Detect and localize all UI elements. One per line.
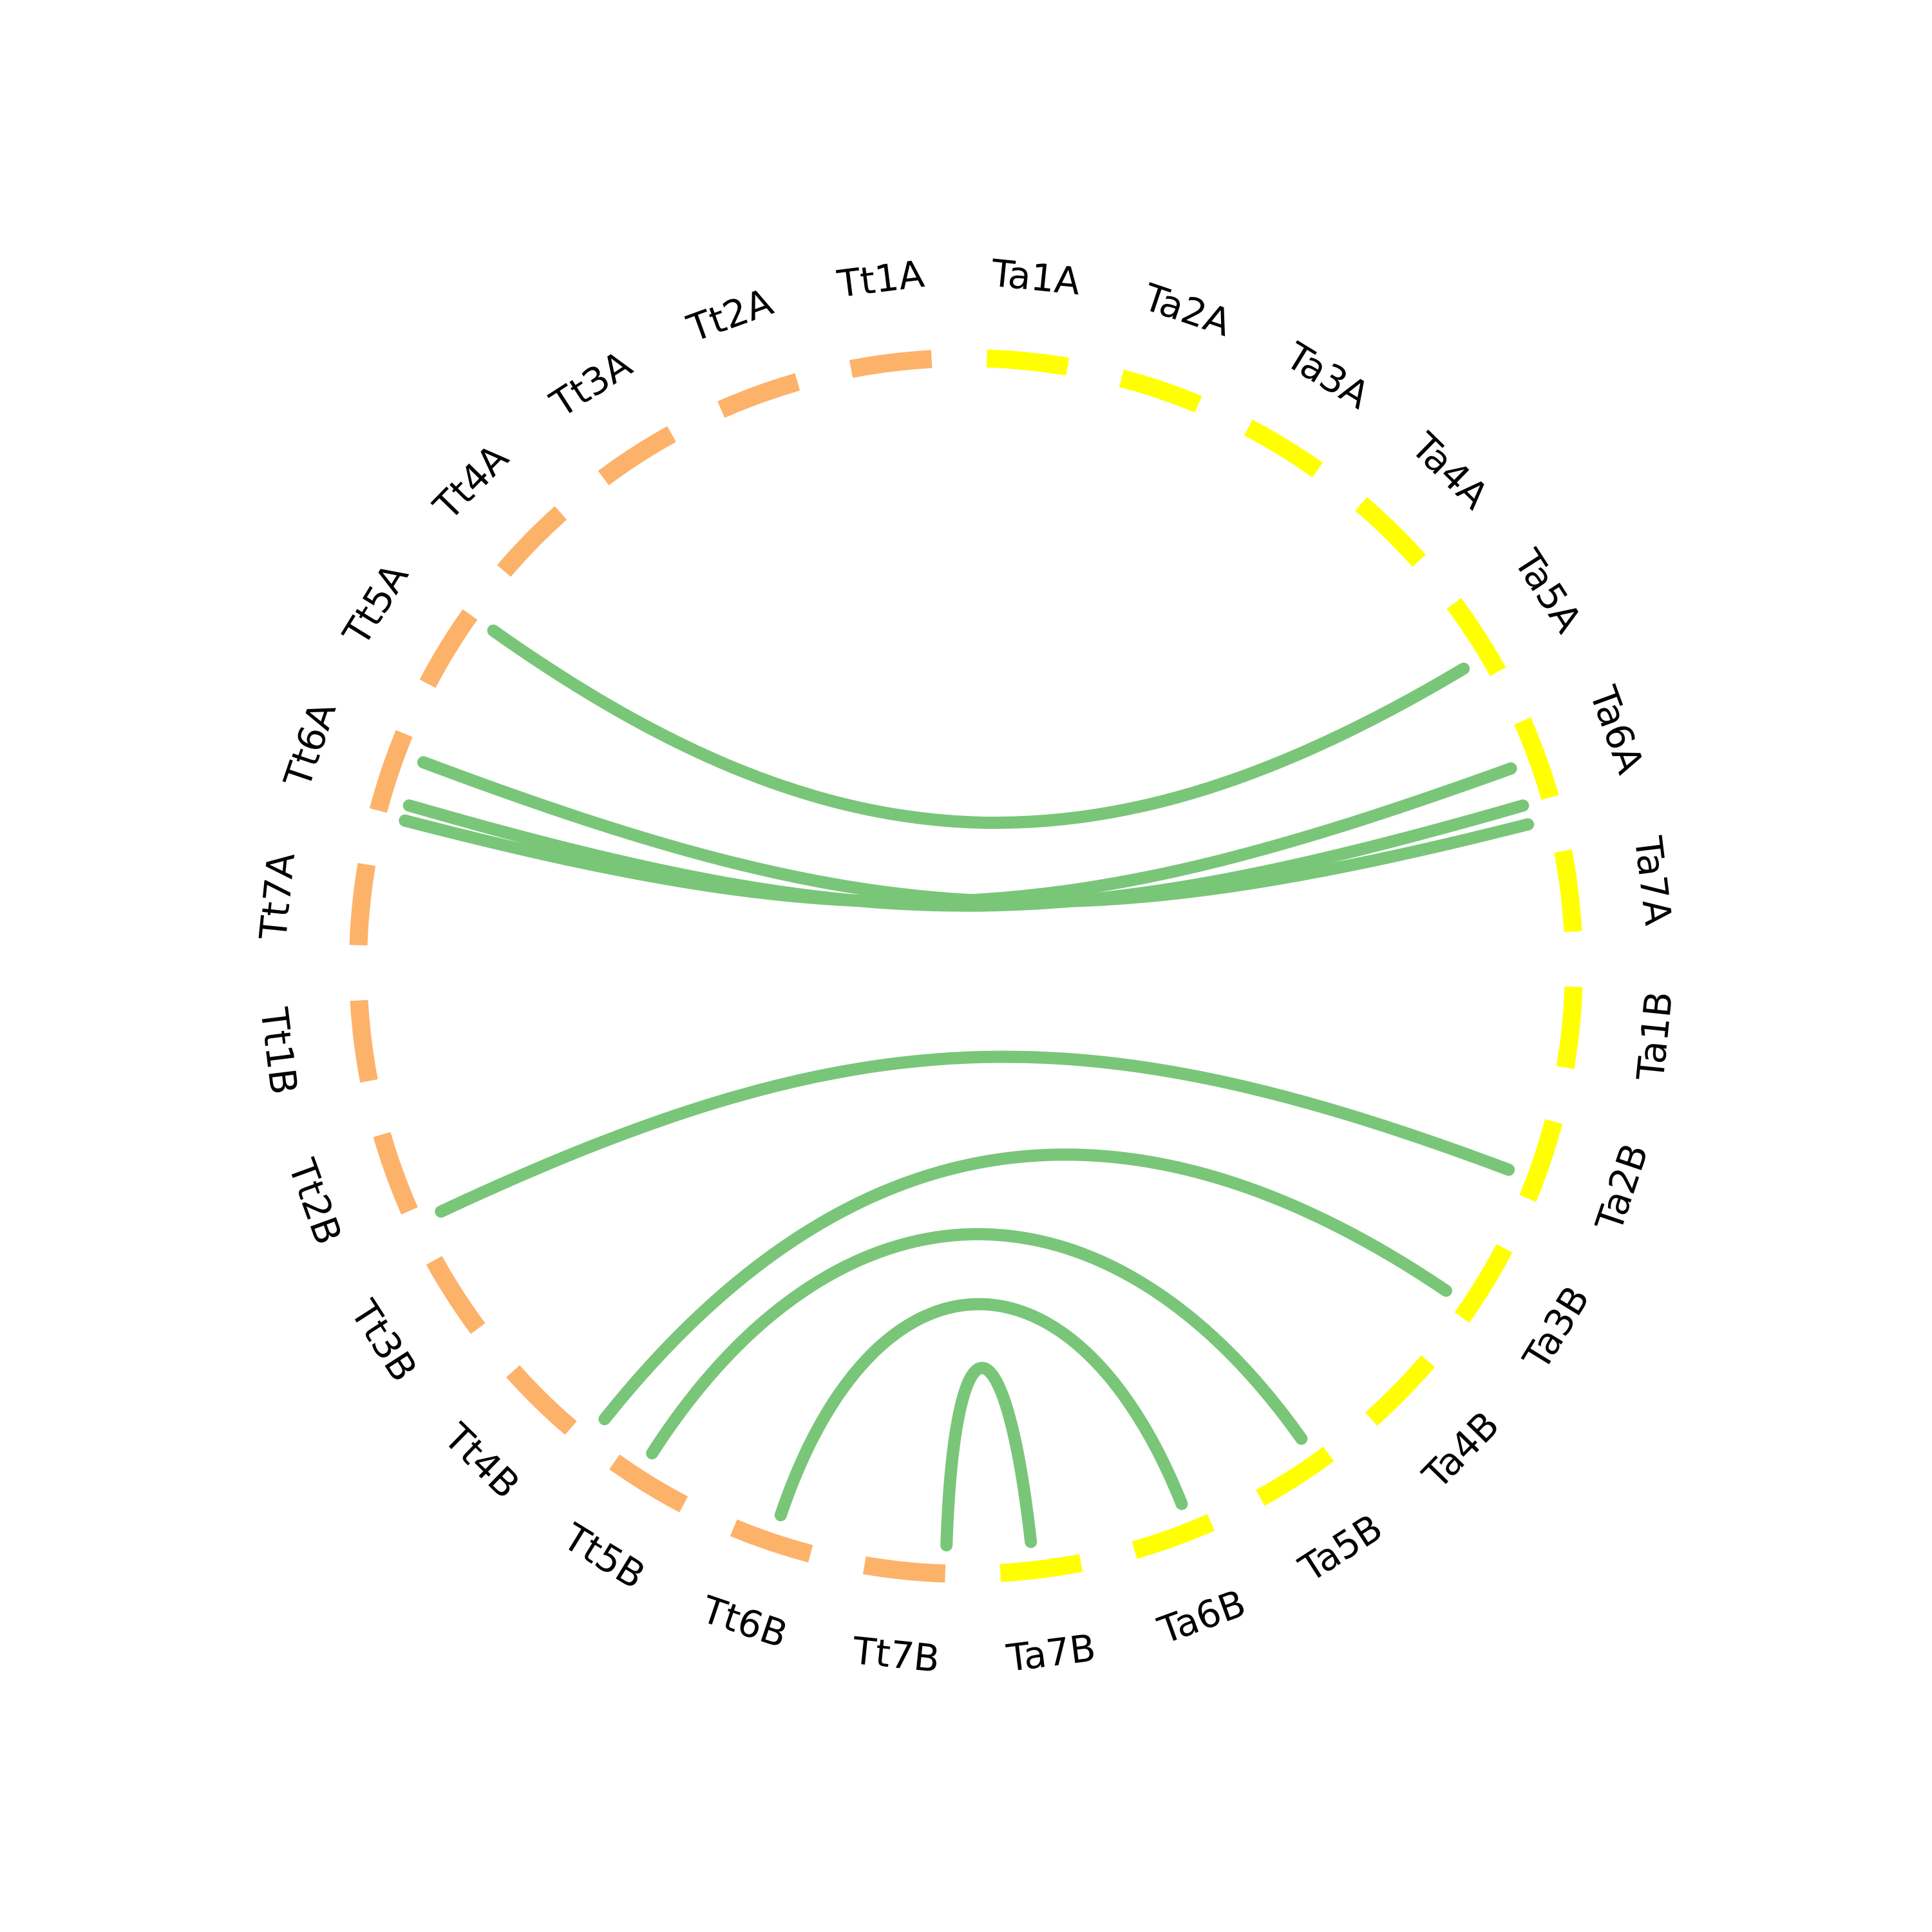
segment-ta7b <box>999 1554 1083 1582</box>
label-tt1a: Tt1A <box>835 252 927 306</box>
segment-tt1b <box>350 999 378 1083</box>
segment-tt1a <box>849 350 933 378</box>
label-ta2a: Ta2A <box>1138 275 1237 345</box>
label-ta7b: Ta7B <box>1004 1626 1098 1681</box>
label-tt6a: Tt6A <box>275 696 345 793</box>
link-tt2b-ta2b-4 <box>435 1050 1515 1218</box>
label-ta5a: Ta5A <box>1505 542 1591 641</box>
segments-layer <box>349 349 1583 1583</box>
label-tt5a: Tt5A <box>334 556 417 654</box>
segment-ta3a <box>1244 419 1323 478</box>
label-tt4b: Tt4B <box>435 1414 529 1507</box>
segment-ta3b <box>1454 1244 1513 1323</box>
label-tt1b: Tt1B <box>252 1005 306 1097</box>
segment-ta1b <box>1556 986 1583 1070</box>
link-tt7b-ta7b-8 <box>940 1361 1037 1551</box>
segment-tt4b <box>506 1365 577 1435</box>
links-layer <box>399 624 1535 1551</box>
segment-ta6a <box>1514 717 1559 800</box>
segment-ta7a <box>1554 849 1582 933</box>
label-ta6b: Ta6B <box>1152 1581 1251 1653</box>
segment-tt5a <box>419 609 478 688</box>
segment-ta4a <box>1355 497 1426 567</box>
label-ta4a: Ta4A <box>1403 424 1497 518</box>
link-tt4b-ta3b-5 <box>598 1148 1452 1426</box>
label-ta4b: Ta4B <box>1414 1403 1508 1497</box>
link-tt6a-ta6a-1 <box>399 762 1517 908</box>
segment-tt6a <box>369 730 413 813</box>
segment-ta4b <box>1365 1355 1435 1426</box>
link-tt5b-ta5b-6 <box>646 1227 1308 1460</box>
label-tt5b: Tt5B <box>555 1515 652 1598</box>
segment-ta5a <box>1446 598 1506 676</box>
link-tt6a-ta6a-3 <box>417 756 1535 908</box>
label-tt3a: Tt3A <box>542 342 639 426</box>
segment-tt3a <box>598 426 676 486</box>
segment-tt5b <box>609 1454 688 1513</box>
segment-tt7a <box>349 862 376 946</box>
label-ta7a: Ta7A <box>1625 833 1680 928</box>
segment-ta5b <box>1256 1446 1334 1506</box>
segment-tt6b <box>730 1519 813 1563</box>
label-tt3b: Tt3B <box>342 1292 426 1389</box>
segment-tt2b <box>373 1132 418 1215</box>
segment-ta2a <box>1119 369 1202 413</box>
segment-ta1a <box>986 349 1070 376</box>
label-tt7b: Tt7B <box>850 1629 942 1681</box>
link-tt5a-ta5a-0 <box>487 624 1470 829</box>
label-ta2b: Ta2B <box>1587 1138 1657 1237</box>
label-ta3b: Ta3B <box>1514 1278 1598 1378</box>
label-ta3a: Ta3A <box>1278 334 1377 418</box>
label-tt7a: Tt7A <box>251 851 303 942</box>
link-tt6b-ta6b-7 <box>774 1298 1188 1522</box>
label-tt2a: Tt2A <box>681 279 779 350</box>
label-tt4a: Tt4A <box>424 435 517 529</box>
segment-tt7b <box>862 1556 946 1583</box>
label-ta1a: Ta1A <box>989 251 1082 304</box>
label-tt2b: Tt2B <box>279 1153 350 1250</box>
segment-tt2a <box>717 373 800 418</box>
label-tt6b: Tt6B <box>696 1587 793 1657</box>
segment-tt3b <box>426 1256 486 1334</box>
label-ta6a: Ta6A <box>1581 680 1653 779</box>
segment-ta2b <box>1519 1119 1563 1202</box>
label-ta1b: Ta1B <box>1629 989 1681 1083</box>
segment-tt4a <box>497 506 567 577</box>
label-ta5b: Ta5B <box>1291 1506 1390 1591</box>
segment-ta6b <box>1132 1514 1215 1559</box>
